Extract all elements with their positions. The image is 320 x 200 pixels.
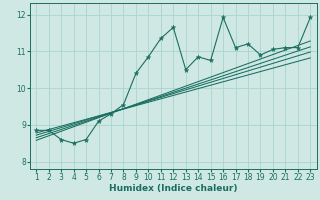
X-axis label: Humidex (Indice chaleur): Humidex (Indice chaleur) [109,184,237,193]
